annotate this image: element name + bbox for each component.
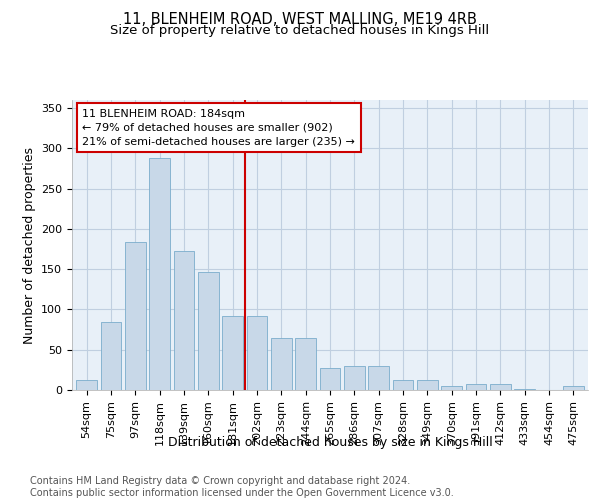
Bar: [392, 380, 413, 390]
Bar: [563, 386, 584, 390]
Bar: [490, 384, 511, 390]
Bar: [417, 380, 438, 390]
Bar: [247, 316, 268, 390]
Bar: [368, 366, 389, 390]
Bar: [76, 380, 97, 390]
Bar: [173, 252, 194, 390]
Bar: [198, 272, 218, 390]
Bar: [320, 368, 340, 390]
Text: 11, BLENHEIM ROAD, WEST MALLING, ME19 4RB: 11, BLENHEIM ROAD, WEST MALLING, ME19 4R…: [123, 12, 477, 28]
Bar: [442, 386, 462, 390]
Bar: [514, 389, 535, 390]
Bar: [295, 338, 316, 390]
Bar: [466, 384, 487, 390]
Bar: [125, 242, 146, 390]
Bar: [344, 366, 365, 390]
Text: 11 BLENHEIM ROAD: 184sqm
← 79% of detached houses are smaller (902)
21% of semi-: 11 BLENHEIM ROAD: 184sqm ← 79% of detach…: [82, 108, 355, 146]
Bar: [149, 158, 170, 390]
Text: Contains HM Land Registry data © Crown copyright and database right 2024.
Contai: Contains HM Land Registry data © Crown c…: [30, 476, 454, 498]
Bar: [101, 322, 121, 390]
Bar: [271, 338, 292, 390]
Y-axis label: Number of detached properties: Number of detached properties: [23, 146, 35, 344]
Text: Size of property relative to detached houses in Kings Hill: Size of property relative to detached ho…: [110, 24, 490, 37]
Text: Distribution of detached houses by size in Kings Hill: Distribution of detached houses by size …: [167, 436, 493, 449]
Bar: [222, 316, 243, 390]
